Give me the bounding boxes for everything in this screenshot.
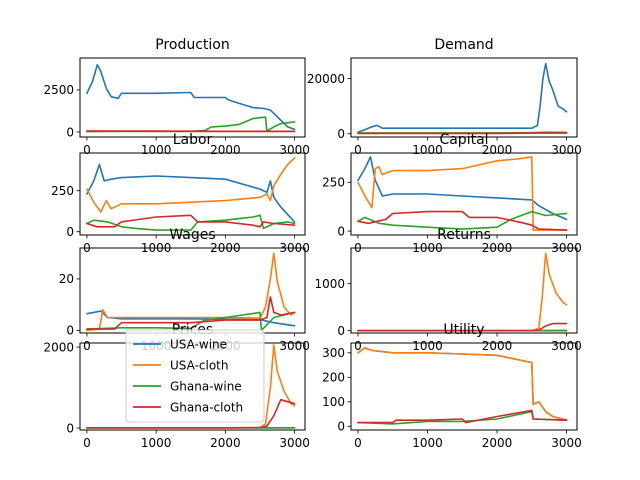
production-ytick-label: 0 (66, 125, 74, 139)
chart-legend: USA-wine USA-cloth Ghana-wine Ghana-cloth (125, 329, 265, 423)
prices-series-ghana-cloth (86, 398, 296, 429)
demand-xtick-label: 0 (354, 143, 362, 157)
wages-series-ghana-cloth (86, 296, 296, 330)
prices-xtick-label: 2000 (210, 436, 241, 450)
wages-chart-title: Wages (169, 227, 215, 243)
production-axes-frame (79, 57, 306, 138)
utility-xtick-label: 0 (354, 436, 362, 450)
returns-ytick-label: 0 (337, 324, 345, 338)
capital-series-usa-wine (357, 156, 568, 221)
prices-ytick-label: 2000 (43, 340, 74, 354)
legend-label-usa-cloth: USA-cloth (170, 359, 228, 373)
wages-series-usa-cloth (86, 252, 296, 332)
production-chart-title: Production (155, 37, 229, 53)
utility-xtick-label: 1000 (412, 436, 443, 450)
wages-series-group (86, 252, 296, 332)
capital-series-group (357, 156, 568, 231)
capital-chart-title: Capital (439, 132, 488, 148)
capital-series-usa-cloth (357, 156, 568, 231)
capital-ytick-label: 250 (322, 176, 345, 190)
labor-series-ghana-wine (86, 214, 296, 231)
utility-chart-title: Utility (443, 322, 484, 338)
returns-xtick-label: 2000 (482, 339, 513, 353)
utility-axes-frame (350, 342, 578, 431)
demand-axes-frame (350, 57, 578, 138)
utility-series-group (357, 347, 568, 425)
utility-xtick-label: 3000 (551, 436, 582, 450)
demand-ytick-label: 20000 (307, 72, 345, 86)
wages-series-ghana-wine (86, 311, 296, 332)
prices-xtick-label: 3000 (279, 436, 310, 450)
production-ytick-label: 2500 (43, 83, 74, 97)
labor-series-usa-cloth (86, 157, 296, 213)
legend-label-ghana-wine: Ghana-wine (170, 380, 242, 394)
legend-label-usa-wine: USA-wine (170, 338, 227, 352)
demand-series-group (357, 62, 568, 135)
production-series-group (86, 63, 296, 133)
labor-ytick-label: 250 (51, 184, 74, 198)
utility-xtick-label: 2000 (482, 436, 513, 450)
wages-ytick-label: 0 (66, 324, 74, 338)
production-xtick-label: 2000 (210, 143, 241, 157)
wages-xtick-label: 0 (83, 339, 91, 353)
capital-series-ghana-cloth (357, 210, 568, 231)
prices-series-group (86, 344, 296, 429)
utility-series-usa-cloth (357, 347, 568, 422)
labor-chart-title: Labor (173, 132, 213, 148)
returns-xtick-label: 0 (354, 339, 362, 353)
returns-chart-title: Returns (437, 227, 491, 243)
prices-xtick-label: 1000 (141, 436, 172, 450)
prices-chart: 0 1000 2000 3000 0 2000 (43, 340, 309, 450)
labor-axes-frame (79, 152, 306, 236)
utility-ytick-label: 200 (322, 371, 345, 385)
production-xtick-label: 0 (83, 143, 91, 157)
production-series-usa-wine (86, 63, 296, 131)
demand-ytick-label: 0 (337, 127, 345, 141)
utility-ytick-label: 0 (337, 420, 345, 434)
legend-label-ghana-cloth: Ghana-cloth (170, 401, 243, 415)
prices-xtick-label: 0 (83, 436, 91, 450)
labor-series-ghana-cloth (86, 214, 296, 228)
capital-axes-frame (350, 152, 578, 236)
utility-series-ghana-cloth (357, 409, 568, 424)
demand-xtick-label: 1000 (412, 143, 443, 157)
returns-series-group (357, 252, 568, 332)
legend-frame (125, 329, 265, 423)
prices-ytick-label: 0 (66, 421, 74, 435)
utility-ytick-label: 300 (322, 346, 345, 360)
production-xtick-label: 1000 (141, 143, 172, 157)
utility-chart: 0 1000 2000 3000 0 100 200 300 (322, 342, 582, 450)
wages-series-usa-wine (86, 310, 296, 327)
capital-ytick-label: 0 (337, 224, 345, 238)
labor-ytick-label: 0 (66, 225, 74, 239)
returns-series-ghana-cloth (357, 322, 568, 332)
returns-ytick-label: 1000 (314, 277, 345, 291)
labor-series-group (86, 157, 296, 231)
wages-ytick-label: 20 (59, 272, 74, 286)
demand-chart-title: Demand (434, 37, 493, 53)
utility-ytick-label: 100 (322, 395, 345, 409)
returns-xtick-label: 1000 (412, 339, 443, 353)
returns-axes-frame (350, 247, 578, 334)
demand-series-usa-wine (357, 62, 568, 134)
